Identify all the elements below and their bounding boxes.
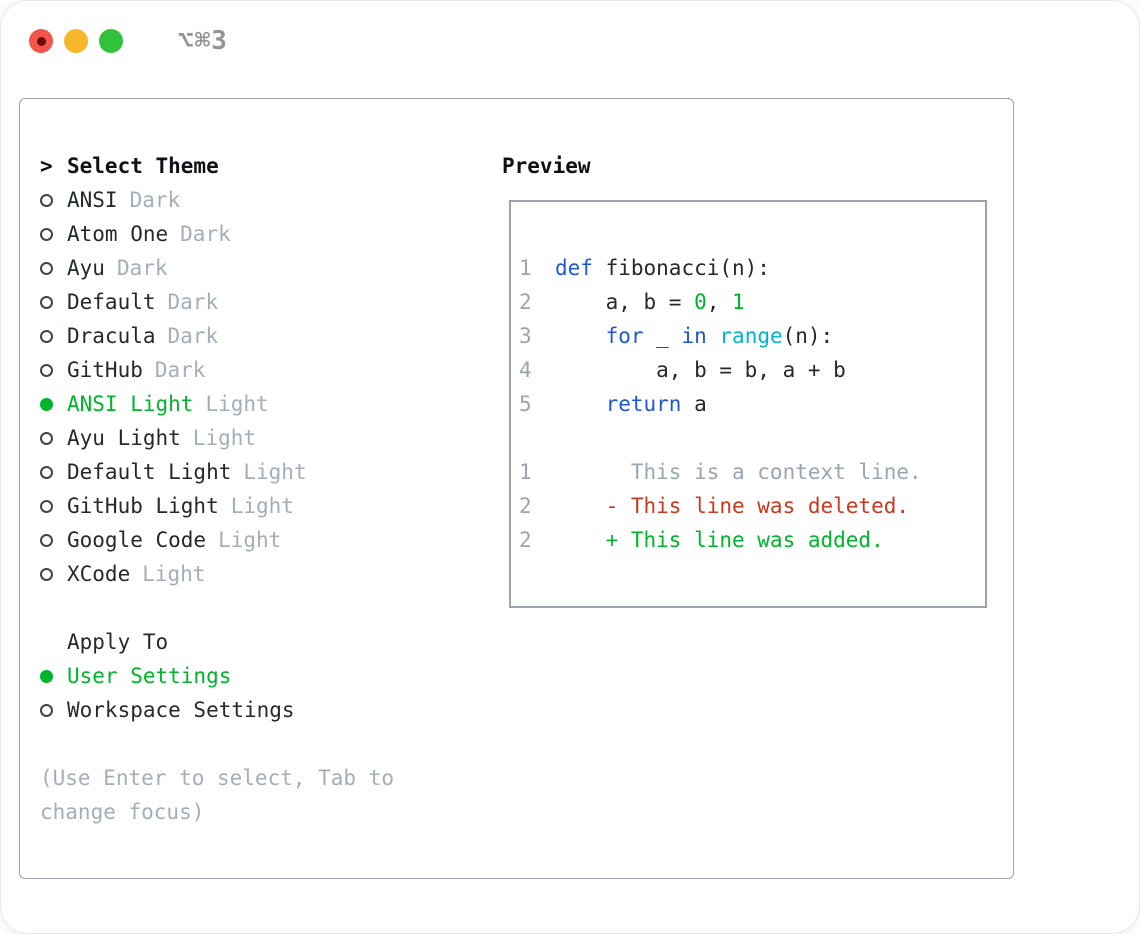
apply-to-list: User Settings Workspace Settings (40, 659, 1013, 727)
radio-icon[interactable] (40, 465, 53, 479)
code-text: This is a context line. (555, 460, 922, 484)
theme-tag: Dark (167, 324, 219, 348)
code-text: return a (555, 392, 707, 416)
radio-icon[interactable] (40, 295, 53, 309)
code-line: 2 a, b = 0, 1 (519, 285, 985, 319)
code-line: 5 return a (519, 387, 985, 421)
theme-name: ANSI (67, 188, 118, 212)
preview-box: 1 def fibonacci(n): 2 a, b = 0, 1 3 for … (509, 200, 987, 608)
theme-name: Default (67, 290, 156, 314)
theme-tag: Light (218, 528, 282, 552)
theme-item[interactable]: Ayu Dark (40, 251, 1013, 285)
code-text: - This line was deleted. (555, 494, 910, 518)
theme-name: XCode (67, 562, 131, 586)
radio-icon[interactable] (40, 703, 53, 717)
line-number: 2 (519, 494, 532, 518)
radio-icon[interactable] (40, 227, 53, 241)
line-number: 1 (519, 256, 532, 280)
theme-name: Default Light (67, 460, 232, 484)
theme-name: Dracula (67, 324, 156, 348)
apply-option-label: User Settings (67, 664, 232, 688)
theme-item[interactable]: ANSI Dark (40, 183, 1013, 217)
theme-tag: Dark (167, 290, 219, 314)
line-number (519, 421, 541, 455)
radio-icon[interactable] (40, 499, 53, 513)
code-line: 1 This is a context line. (519, 455, 985, 489)
theme-item[interactable]: Google Code Light (40, 523, 1013, 557)
theme-item[interactable]: Default Dark (40, 285, 1013, 319)
code-text: a, b = 0, 1 (555, 290, 745, 314)
code-text: + This line was added. (555, 528, 884, 552)
radio-icon[interactable] (40, 397, 53, 411)
line-number: 5 (519, 392, 532, 416)
radio-icon[interactable] (40, 261, 53, 275)
radio-icon[interactable] (40, 669, 53, 683)
code-line: 3 for _ in range(n): (519, 319, 985, 353)
code-line: 4 a, b = b, a + b (519, 353, 985, 387)
preview-title: Preview (502, 154, 591, 178)
theme-tag: Dark (116, 256, 168, 280)
theme-item[interactable]: GitHub Light Light (40, 489, 1013, 523)
code-text: def fibonacci(n): (555, 256, 770, 280)
code-line: 2 + This line was added. (519, 523, 985, 557)
apply-option[interactable]: Workspace Settings (40, 693, 1013, 727)
theme-item[interactable]: ANSI Light Light (40, 387, 1013, 421)
line-number: 4 (519, 358, 532, 382)
code-text: for _ in range(n): (555, 324, 834, 348)
theme-tag: Dark (129, 188, 181, 212)
traffic-light-zoom-icon[interactable] (99, 29, 123, 53)
apply-option[interactable]: User Settings (40, 659, 1013, 693)
theme-list: ANSI Dark Atom One Dark Ayu Dark Default… (40, 183, 1013, 591)
traffic-light-close-icon[interactable] (29, 29, 53, 53)
select-theme-header: > Select Theme (40, 149, 1013, 183)
window-shortcut-label: ⌥⌘3 (178, 26, 228, 56)
theme-item[interactable]: Ayu Light Light (40, 421, 1013, 455)
theme-name: ANSI Light (67, 392, 194, 416)
code-line: 2 - This line was deleted. (519, 489, 985, 523)
code-line (519, 421, 985, 455)
line-number: 3 (519, 324, 532, 348)
theme-name: GitHub Light (67, 494, 219, 518)
theme-item[interactable]: Default Light Light (40, 455, 1013, 489)
radio-icon[interactable] (40, 193, 53, 207)
theme-tag: Light (230, 494, 294, 518)
radio-icon[interactable] (40, 363, 53, 377)
theme-tag: Light (142, 562, 206, 586)
theme-name: GitHub (67, 358, 143, 382)
theme-tag: Dark (154, 358, 206, 382)
apply-to-title: Apply To (67, 630, 169, 654)
theme-name: Ayu (67, 256, 105, 280)
radio-icon[interactable] (40, 329, 53, 343)
select-theme-title: Select Theme (67, 154, 219, 178)
theme-tag: Light (192, 426, 257, 450)
line-number: 1 (519, 460, 532, 484)
theme-item[interactable]: Dracula Dark (40, 319, 1013, 353)
theme-tag: Light (243, 460, 307, 484)
theme-name: Google Code (67, 528, 207, 552)
line-number: 2 (519, 528, 532, 552)
radio-icon[interactable] (40, 533, 53, 547)
radio-icon[interactable] (40, 431, 53, 445)
theme-column: > Select Theme ANSI Dark Atom One Dark A… (40, 149, 1013, 829)
traffic-light-minimize-icon[interactable] (64, 29, 88, 53)
preview-column: Preview 1 def fibonacci(n): 2 a, b = 0, … (502, 149, 1002, 608)
theme-name: Atom One (67, 222, 169, 246)
apply-to-header: Apply To (40, 625, 1013, 659)
theme-tag: Light (205, 392, 269, 416)
theme-selector-panel: > Select Theme ANSI Dark Atom One Dark A… (19, 98, 1014, 879)
theme-name: Ayu Light (67, 426, 181, 450)
theme-item[interactable]: Atom One Dark (40, 217, 1013, 251)
radio-icon[interactable] (40, 567, 53, 581)
titlebar: ⌥⌘3 (29, 26, 228, 56)
line-number: 2 (519, 290, 532, 314)
prompt-icon: > (40, 154, 53, 178)
hint-text: (Use Enter to select, Tab to change focu… (40, 766, 395, 824)
theme-item[interactable]: XCode Light (40, 557, 1013, 591)
theme-tag: Dark (180, 222, 231, 246)
code-line: 1 def fibonacci(n): (519, 251, 985, 285)
theme-item[interactable]: GitHub Dark (40, 353, 1013, 387)
code-text: a, b = b, a + b (555, 358, 846, 382)
apply-option-label: Workspace Settings (67, 698, 295, 722)
